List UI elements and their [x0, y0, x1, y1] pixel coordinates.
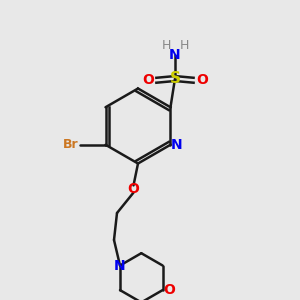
- Text: N: N: [169, 48, 181, 62]
- Text: O: O: [142, 73, 154, 87]
- Text: N: N: [114, 259, 126, 272]
- Text: Br: Br: [63, 138, 79, 151]
- Text: H: H: [161, 39, 171, 52]
- Text: H: H: [179, 39, 189, 52]
- Text: O: O: [163, 283, 175, 297]
- Text: S: S: [169, 71, 181, 86]
- Text: N: N: [171, 138, 182, 152]
- Text: O: O: [128, 182, 140, 196]
- Text: O: O: [196, 73, 208, 87]
